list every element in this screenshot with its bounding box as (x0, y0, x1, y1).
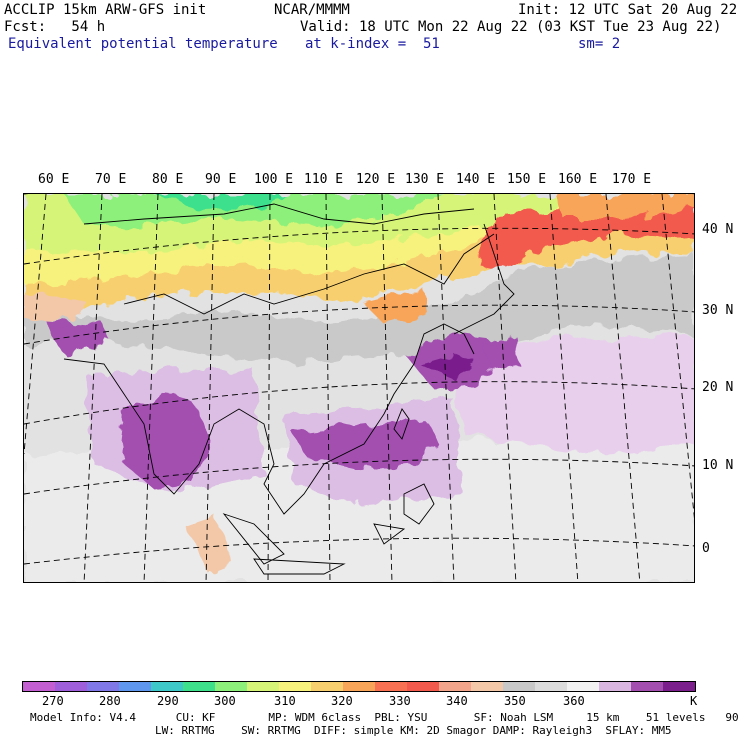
header-field-name: Equivalent potential temperature (8, 36, 278, 52)
longitude-label: 70 E (95, 172, 127, 187)
color-bar-segment (215, 682, 247, 691)
footer-physics-info: LW: RRTMG SW: RRTMG DIFF: simple KM: 2D … (155, 724, 672, 737)
color-bar-segment (55, 682, 87, 691)
latitude-label: 40 N (702, 222, 734, 237)
longitude-label: 110 E (304, 172, 344, 187)
color-bar-segment (631, 682, 663, 691)
header-forecast-hour: Fcst: 54 h (4, 19, 106, 35)
color-bar-tick-label: 310 (274, 694, 296, 708)
color-bar-tick-label: 350 (504, 694, 526, 708)
longitude-label: 60 E (38, 172, 70, 187)
header-level: at k-index = 51 (305, 36, 440, 52)
color-bar-segment (311, 682, 343, 691)
longitude-label: 170 E (612, 172, 652, 187)
color-bar-segment (439, 682, 471, 691)
color-bar-tick-label: 330 (389, 694, 411, 708)
header-institution: NCAR/MMMM (274, 2, 350, 18)
longitude-label: 140 E (456, 172, 496, 187)
color-bar-segment (23, 682, 55, 691)
longitude-label: 120 E (356, 172, 396, 187)
color-bar-segment (247, 682, 279, 691)
color-bar-segment (87, 682, 119, 691)
color-bar-segment (503, 682, 535, 691)
footer-model-info: Model Info: V4.4 CU: KF MP: WDM 6class P… (30, 711, 740, 724)
longitude-label: 100 E (254, 172, 294, 187)
header-smoothing: sm= 2 (578, 36, 621, 52)
color-bar-segment (471, 682, 503, 691)
longitude-label: 90 E (205, 172, 237, 187)
color-bar-tick-label: 300 (214, 694, 236, 708)
latitude-label: 10 N (702, 458, 734, 473)
color-bar-segment (535, 682, 567, 691)
header-init-time: Init: 12 UTC Sat 20 Aug 22 (518, 2, 738, 18)
latitude-label: 30 N (702, 303, 734, 318)
color-bar-tick-label: 270 (42, 694, 64, 708)
color-bar-segment (151, 682, 183, 691)
header-model-title: ACCLIP 15km ARW-GFS init (4, 2, 207, 18)
map-panel (23, 193, 695, 583)
longitude-label: 130 E (405, 172, 445, 187)
color-bar-segment (407, 682, 439, 691)
longitude-label: 150 E (507, 172, 547, 187)
color-bar-segment (119, 682, 151, 691)
color-bar-segment (567, 682, 599, 691)
color-bar-tick-label: 320 (331, 694, 353, 708)
color-bar-segment (343, 682, 375, 691)
map-graphic (24, 194, 694, 582)
color-bar-tick-label: 280 (99, 694, 121, 708)
color-bar-segment (183, 682, 215, 691)
color-bar-segment (279, 682, 311, 691)
color-bar-segment (663, 682, 695, 691)
color-bar-tick-label: 340 (446, 694, 468, 708)
latitude-label: 20 N (702, 380, 734, 395)
longitude-label: 160 E (558, 172, 598, 187)
color-bar-segment (375, 682, 407, 691)
latitude-label: 0 (702, 541, 710, 556)
color-bar-tick-label: 290 (157, 694, 179, 708)
color-bar-unit: K (690, 694, 698, 708)
longitude-label: 80 E (152, 172, 184, 187)
color-bar (22, 681, 696, 692)
header-valid-time: Valid: 18 UTC Mon 22 Aug 22 (03 KST Tue … (300, 19, 722, 35)
color-bar-segment (599, 682, 631, 691)
color-bar-tick-label: 360 (563, 694, 585, 708)
